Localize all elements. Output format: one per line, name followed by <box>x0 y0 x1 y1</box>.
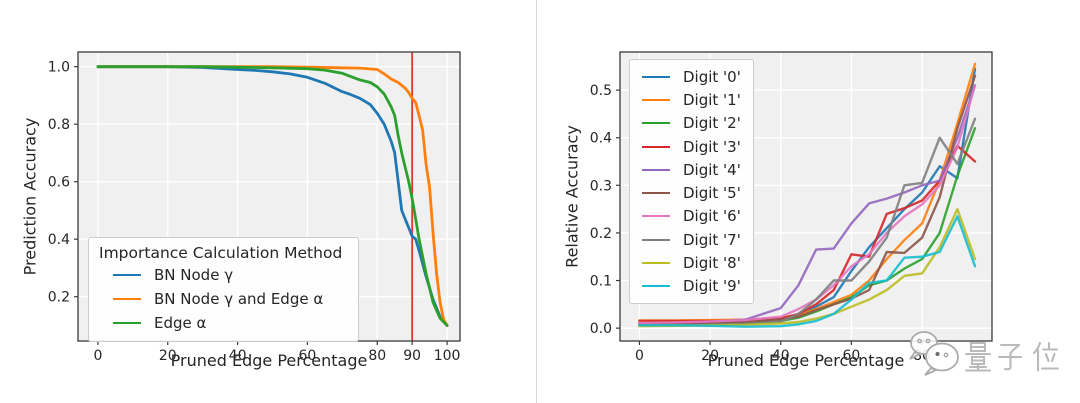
legend-label: Digit '9' <box>683 277 741 296</box>
legend-item: Digit '7' <box>640 228 741 251</box>
y-tick-label: 1.0 <box>48 60 70 76</box>
right-legend-items: Digit '0' Digit '1' Digit '2' Digit '3' Digi… <box>640 65 741 298</box>
x-tick-label: 40 <box>229 348 247 364</box>
y-tick-label: 0.4 <box>590 131 612 147</box>
legend-line-swatch <box>642 262 670 265</box>
legend-line-swatch <box>642 238 670 241</box>
legend-label: Digit '4' <box>683 160 741 179</box>
y-tick-label: 0.3 <box>590 178 612 194</box>
legend-item: BN Node γ <box>95 263 346 287</box>
legend-line-swatch <box>642 215 670 218</box>
x-tick-label: 80 <box>368 348 386 364</box>
x-tick-label: 60 <box>842 348 860 364</box>
plot-border <box>619 51 993 342</box>
legend-line-swatch <box>642 98 670 101</box>
watermark-glyph <box>1032 341 1060 372</box>
legend-line-swatch <box>642 75 670 78</box>
wechat-logo-icon <box>909 331 959 376</box>
legend-label: Digit '6' <box>683 207 741 226</box>
legend-line-swatch <box>113 322 141 324</box>
watermark-text <box>964 341 1060 372</box>
series-line <box>638 84 977 325</box>
legend-item: Digit '3' <box>640 135 741 158</box>
y-tick-label: 0.6 <box>48 175 70 191</box>
watermark-glyph <box>997 343 1023 371</box>
series-line <box>96 65 449 327</box>
left-xaxis-label: Pruned Edge Percentage <box>170 351 368 370</box>
left-legend-title: Importance Calculation Method <box>99 244 343 262</box>
legend-label: Digit '2' <box>683 114 741 133</box>
watermark <box>900 329 1080 389</box>
right-yaxis-label: Relative Accuracy <box>562 125 582 268</box>
series-line <box>638 215 977 328</box>
series-line <box>638 74 977 326</box>
legend-line-swatch <box>113 298 141 300</box>
x-tick-label: 40 <box>772 348 790 364</box>
legend-line-swatch <box>642 168 670 171</box>
y-tick-label: 0.8 <box>48 117 70 133</box>
legend-item: BN Node γ and Edge α <box>95 287 346 311</box>
legend-label: Digit '0' <box>683 67 741 86</box>
legend-label: Digit '1' <box>683 90 741 109</box>
legend-label: BN Node γ and Edge α <box>154 290 324 308</box>
legend-label: BN Node γ <box>154 266 234 284</box>
y-tick-label: 0.4 <box>48 232 70 248</box>
y-tick-label: 0.5 <box>590 83 612 99</box>
legend-label: Digit '5' <box>683 184 741 203</box>
legend-item: Digit '8' <box>640 251 741 274</box>
legend-line-swatch <box>113 274 141 276</box>
x-tick-label: 20 <box>701 348 719 364</box>
legend-label: Digit '8' <box>683 254 741 273</box>
legend-item: Digit '6' <box>640 205 741 228</box>
left-legend-items: BN Node γ BN Node γ and Edge α Edge α <box>95 263 346 335</box>
series-line <box>96 65 449 327</box>
legend-item: Digit '0' <box>640 65 741 88</box>
x-tick-label: 90 <box>403 348 421 364</box>
legend-item: Digit '2' <box>640 112 741 135</box>
x-tick-label: 100 <box>434 348 461 364</box>
y-tick-label: 0.0 <box>590 321 612 337</box>
legend-line-swatch <box>642 122 670 125</box>
legend-line-swatch <box>642 285 670 288</box>
legend-item: Digit '9' <box>640 275 741 298</box>
x-tick-label: 0 <box>93 348 102 364</box>
legend-line-swatch <box>642 192 670 195</box>
right-chart-legend: Digit '0' Digit '1' Digit '2' Digit '3' Digi… <box>629 59 754 304</box>
x-tick-label: 20 <box>159 348 177 364</box>
x-tick-label: 0 <box>635 348 644 364</box>
left-yaxis-label: Prediction Accuracy <box>20 117 40 276</box>
legend-line-swatch <box>642 145 670 148</box>
y-tick-label: 0.1 <box>590 274 612 290</box>
right-xaxis-label: Pruned Edge Percentage <box>707 351 905 370</box>
panel-divider <box>536 0 537 403</box>
legend-item: Digit '5' <box>640 181 741 204</box>
legend-label: Edge α <box>154 314 207 332</box>
watermark-glyph <box>964 341 992 372</box>
y-tick-label: 0.2 <box>590 226 612 242</box>
legend-label: Digit '7' <box>683 230 741 249</box>
legend-item: Edge α <box>95 311 346 335</box>
legend-item: Digit '1' <box>640 88 741 111</box>
legend-label: Digit '3' <box>683 137 741 156</box>
legend-item: Digit '4' <box>640 158 741 181</box>
y-tick-label: 0.2 <box>48 290 70 306</box>
x-tick-label: 60 <box>298 348 316 364</box>
